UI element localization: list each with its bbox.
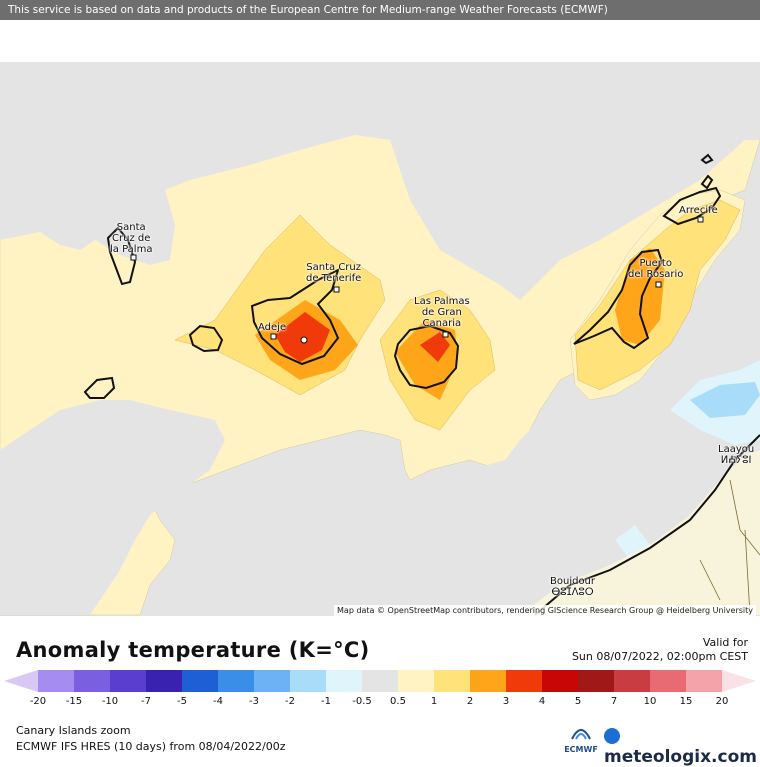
las-palmas-marker — [442, 331, 449, 338]
colorbar-tick-label: 10 — [643, 696, 657, 707]
lanzarote-coastline — [662, 186, 722, 226]
city-label-laayoune: Laayou ⵍⵄⵢⵓⵏ — [718, 444, 755, 466]
legend-title: Anomaly temperature (K=°C) — [16, 638, 370, 662]
city-label-arrecife: Arrecife — [679, 205, 718, 216]
colorbar-tick-label: -20 — [29, 696, 47, 707]
la-graciosa-coastline — [700, 153, 714, 165]
colorbar-tick-label: 1 — [430, 696, 438, 707]
city-label-adeje: Adeje — [258, 322, 287, 333]
colorbar-segment — [38, 670, 74, 692]
colorbar-tick-label: 7 — [610, 696, 618, 707]
ecmwf-globe-icon — [571, 729, 591, 740]
gran-canaria-coastline — [393, 324, 460, 390]
puerto-del-rosario-marker — [655, 281, 662, 288]
neutral-anomaly-north — [0, 62, 760, 300]
colorbar-tick-label: -1 — [321, 696, 331, 707]
colorbar-segment — [254, 670, 290, 692]
el-hierro-coastline — [83, 376, 116, 399]
colorbar-tick-label: 15 — [679, 696, 693, 707]
teide-marker — [300, 336, 308, 344]
colorbar-low-extension — [4, 670, 38, 692]
adeje-marker — [270, 333, 277, 340]
colorbar-segment — [74, 670, 110, 692]
colorbar-tick-label: -2 — [285, 696, 295, 707]
meteologix-icon — [604, 728, 620, 744]
ecmwf-logo-text: ECMWF — [564, 745, 598, 754]
colorbar-tick-label: -4 — [213, 696, 223, 707]
valid-for-label: Valid for — [702, 636, 748, 649]
colorbar-segment — [110, 670, 146, 692]
lobos-islet-coastline — [700, 174, 714, 190]
temperature-anomaly-map[interactable]: Santa Cruz de la Palma Santa Cruz de Ten… — [0, 62, 760, 616]
colorbar-tick-label: 4 — [538, 696, 546, 707]
colorbar-segment — [398, 670, 434, 692]
colorbar-tick-label: -10 — [101, 696, 119, 707]
laayoune-marker — [730, 456, 737, 463]
map-header-space — [0, 20, 760, 62]
colorbar-tick-label: 0.5 — [390, 696, 406, 707]
map-layers — [0, 62, 760, 616]
la-palma-marker — [130, 254, 137, 261]
colorbar-segment — [542, 670, 578, 692]
city-label-santa-cruz-de-tenerife: Santa Cruz de Tenerife — [306, 262, 362, 284]
colorbar-segment — [146, 670, 182, 692]
tenerife-coastline — [250, 268, 340, 366]
africa-coast-land — [520, 450, 760, 615]
city-label-boujdour: Boujdour ⴱⵓⵊⴷⵓⵔ — [550, 576, 596, 598]
city-label-puerto-del-rosario: Puerto del Rosario — [628, 258, 684, 280]
ecmwf-disclaimer-banner: This service is based on data and produc… — [0, 0, 760, 20]
neutral-anomaly-southwest — [0, 400, 225, 615]
city-label-santa-cruz-de-la-palma: Santa Cruz de la Palma — [110, 222, 153, 255]
colorbar-tick-label: 5 — [574, 696, 582, 707]
colorbar-segment — [326, 670, 362, 692]
colorbar-segments — [38, 670, 722, 692]
gran-canaria-anomaly-3-4 — [420, 332, 450, 362]
meteologix-brand: meteologix.com — [604, 747, 757, 767]
colorbar-segment — [434, 670, 470, 692]
city-label-las-palmas: Las Palmas de Gran Canaria — [414, 296, 470, 329]
colorbar-segment — [362, 670, 398, 692]
colorbar-tick-label: 2 — [466, 696, 474, 707]
colorbar-tick-label: -7 — [141, 696, 151, 707]
colorbar-segment — [686, 670, 722, 692]
legend-panel: Anomaly temperature (K=°C) Valid for Sun… — [0, 616, 760, 767]
colorbar-segment — [218, 670, 254, 692]
la-gomera-coastline — [188, 324, 224, 353]
colorbar-tick-label: -3 — [249, 696, 259, 707]
colorbar-segment — [650, 670, 686, 692]
colorbar: -20 -15 -10 -7 -5 -4 -3 -2 -1 -0.5 0.5 1 2 3 4 5 7 10 15 20 — [0, 668, 760, 708]
africa-coastline — [534, 434, 760, 616]
colorbar-segment — [182, 670, 218, 692]
map-attribution[interactable]: Map data © OpenStreetMap contributors, r… — [334, 605, 756, 616]
colorbar-tick-label: 20 — [715, 696, 729, 707]
colorbar-tick-label: -0.5 — [352, 696, 372, 707]
colorbar-segment — [290, 670, 326, 692]
colorbar-segment — [578, 670, 614, 692]
colorbar-high-extension — [722, 670, 756, 692]
ecmwf-logo: ECMWF — [560, 725, 602, 755]
anomaly-band-neg-2-neg-1 — [690, 382, 760, 418]
santa-cruz-tenerife-marker — [333, 286, 340, 293]
la-palma-coastline — [106, 226, 137, 286]
africa-region-border — [699, 479, 760, 616]
fuerteventura-coastline — [573, 248, 664, 350]
meteologix-logo[interactable]: meteologix.com — [604, 727, 760, 767]
colorbar-tick-label: 3 — [502, 696, 510, 707]
model-run-label: ECMWF IFS HRES (10 days) from 08/04/2022… — [16, 740, 286, 753]
colorbar-tick-label: -15 — [65, 696, 83, 707]
colorbar-segment — [470, 670, 506, 692]
colorbar-tick-label: -5 — [177, 696, 187, 707]
zoom-label: Canary Islands zoom — [16, 724, 131, 737]
colorbar-segment — [506, 670, 542, 692]
colorbar-segment — [614, 670, 650, 692]
arrecife-marker — [697, 216, 704, 223]
valid-date: Sun 08/07/2022, 02:00pm CEST — [571, 650, 748, 663]
